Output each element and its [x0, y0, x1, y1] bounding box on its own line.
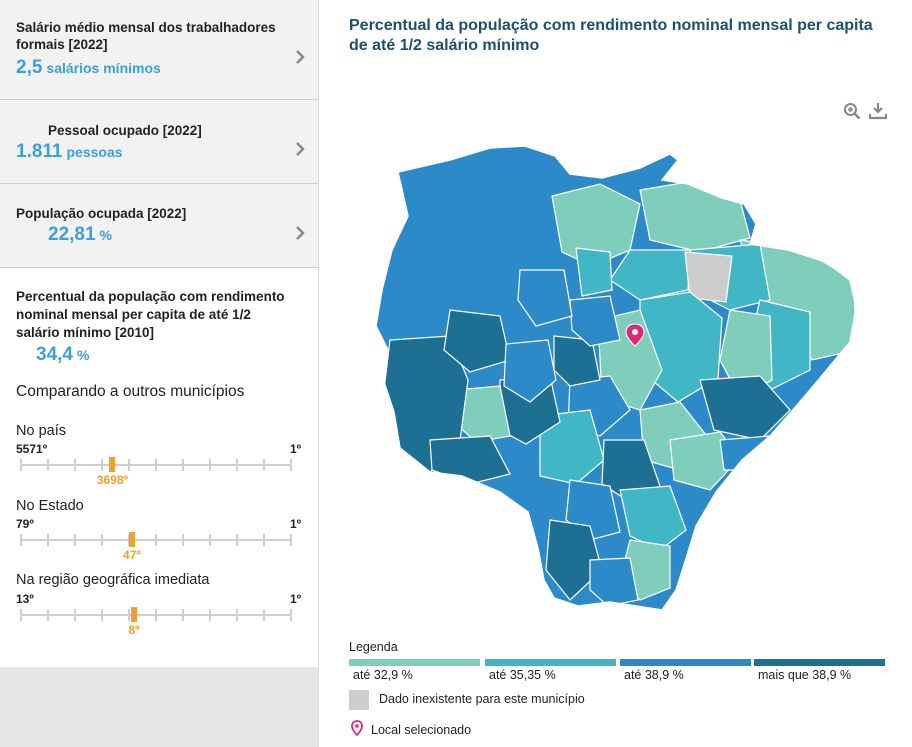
rank-scale-tick: [74, 459, 76, 471]
legend-label: mais que 38,9 %: [754, 668, 885, 682]
legend-swatch: [620, 659, 751, 666]
legend-swatch: [754, 659, 885, 666]
rank-marker: [131, 607, 137, 622]
card-value: 22,81%: [48, 224, 112, 246]
sidebar-footer: [0, 667, 318, 747]
state-choropleth-map[interactable]: [340, 140, 900, 620]
selected-place-label: Local selecionado: [371, 723, 471, 737]
rank-scale-tick: [20, 534, 22, 546]
rank-scale-tick: [74, 534, 76, 546]
selected-value-unit: %: [77, 347, 89, 363]
rank-max: 1º: [290, 442, 301, 456]
rank-scale-tick: [155, 534, 157, 546]
map-title: Percentual da população com rendimento n…: [349, 16, 889, 56]
card-value-number: 2,5: [16, 57, 42, 78]
rank-scale-tick: [128, 459, 130, 471]
card-value-unit: salários mínimos: [46, 60, 160, 76]
rank-marker: [129, 532, 135, 547]
rank-scale-tick: [182, 459, 184, 471]
rank-scale-tick: [47, 459, 49, 471]
card-value: 1.811 pessoas: [16, 141, 123, 163]
chevron-right-icon: [292, 225, 308, 241]
no-data-swatch: [349, 690, 369, 710]
rank-scale-tick: [47, 609, 49, 621]
legend-item: até 35,35 %: [485, 659, 616, 682]
rank-max: 1º: [290, 592, 301, 606]
rank-scale-tick: [128, 609, 130, 621]
no-data-label: Dado inexistente para este município: [379, 692, 585, 706]
selected-indicator-title: Percentual da população com rendimento n…: [16, 288, 296, 342]
zoom-in-icon[interactable]: [843, 102, 861, 120]
card-pessoal-ocupado[interactable]: Pessoal ocupado [2022] 1.811 pessoas: [0, 100, 318, 184]
rank-scale-tick: [290, 459, 292, 471]
legend-item: até 32,9 %: [349, 659, 480, 682]
card-value: 2,5 salários mínimos: [16, 57, 161, 79]
rank-scale-tick: [290, 609, 292, 621]
chevron-right-icon: [292, 49, 308, 65]
rank-scale-tick: [101, 534, 103, 546]
rank-min: 13º: [16, 592, 34, 606]
download-icon[interactable]: [869, 102, 887, 120]
rank-scale-pais: [20, 459, 292, 471]
indicator-sidebar: Salário médio mensal dos trabalhadores f…: [0, 0, 319, 747]
legend-label: até 38,9 %: [620, 668, 751, 682]
rank-scale-tick: [209, 609, 211, 621]
rank-scale-tick: [101, 459, 103, 471]
card-title: População ocupada [2022]: [16, 205, 186, 222]
legend-swatch: [349, 659, 480, 666]
rank-label-regiao: Na região geográfica imediata: [16, 572, 209, 588]
card-title: Pessoal ocupado [2022]: [48, 122, 202, 139]
legend-item: até 38,9 %: [620, 659, 751, 682]
rank-scale-tick: [263, 534, 265, 546]
rank-position-regiao: 8º: [128, 623, 139, 637]
rank-scale-tick: [182, 534, 184, 546]
rank-scale-estado: [20, 534, 292, 546]
rank-scale-tick: [47, 534, 49, 546]
comparison-title: Comparando a outros municípios: [16, 383, 244, 401]
selected-indicator-value: 34,4%: [36, 344, 89, 366]
rank-scale-tick: [20, 609, 22, 621]
card-value-number: 22,81: [48, 224, 96, 245]
legend-item: mais que 38,9 %: [754, 659, 885, 682]
chevron-right-icon: [292, 141, 308, 157]
rank-scale-tick: [290, 534, 292, 546]
card-title: Salário médio mensal dos trabalhadores f…: [16, 19, 306, 53]
rank-scale-tick: [20, 459, 22, 471]
rank-scale-tick: [155, 459, 157, 471]
card-salario-medio[interactable]: Salário médio mensal dos trabalhadores f…: [0, 0, 318, 100]
rank-scale-tick: [263, 459, 265, 471]
card-value-unit: pessoas: [67, 144, 123, 160]
selected-value-number: 34,4: [36, 344, 73, 365]
rank-min: 5571º: [16, 442, 47, 456]
rank-scale-tick: [182, 609, 184, 621]
rank-max: 1º: [290, 517, 301, 531]
legend-label: até 32,9 %: [349, 668, 480, 682]
legend-title: Legenda: [349, 640, 398, 654]
rank-min: 79º: [16, 517, 34, 531]
rank-label-estado: No Estado: [16, 498, 84, 514]
rank-scale-tick: [209, 459, 211, 471]
rank-scale-tick: [209, 534, 211, 546]
rank-scale-tick: [236, 609, 238, 621]
legend-swatch: [485, 659, 616, 666]
rank-label-pais: No país: [16, 423, 66, 439]
card-populacao-ocupada[interactable]: População ocupada [2022] 22,81%: [0, 184, 318, 268]
location-pin-icon: [351, 720, 363, 736]
legend-label: até 35,35 %: [485, 668, 616, 682]
rank-scale-regiao: [20, 609, 292, 621]
rank-marker: [109, 457, 115, 472]
rank-position-pais: 3698º: [97, 473, 128, 487]
card-value-unit: %: [100, 227, 112, 243]
rank-scale-tick: [236, 459, 238, 471]
rank-position-estado: 47º: [123, 548, 141, 562]
rank-scale-tick: [74, 609, 76, 621]
rank-scale-tick: [101, 609, 103, 621]
rank-scale-tick: [155, 609, 157, 621]
rank-scale-tick: [236, 534, 238, 546]
card-value-number: 1.811: [16, 141, 63, 162]
rank-scale-tick: [263, 609, 265, 621]
